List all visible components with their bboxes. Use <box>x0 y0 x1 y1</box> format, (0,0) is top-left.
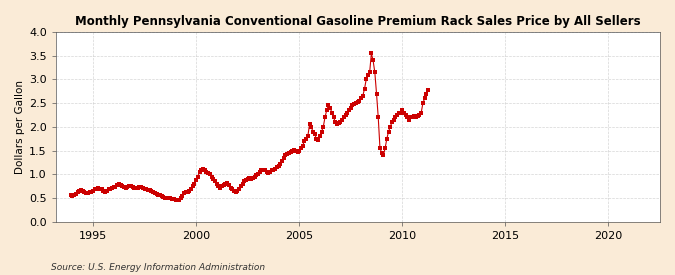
Text: Source: U.S. Energy Information Administration: Source: U.S. Energy Information Administ… <box>51 263 265 272</box>
Y-axis label: Dollars per Gallon: Dollars per Gallon <box>15 80 25 174</box>
Title: Monthly Pennsylvania Conventional Gasoline Premium Rack Sales Price by All Selle: Monthly Pennsylvania Conventional Gasoli… <box>75 15 641 28</box>
